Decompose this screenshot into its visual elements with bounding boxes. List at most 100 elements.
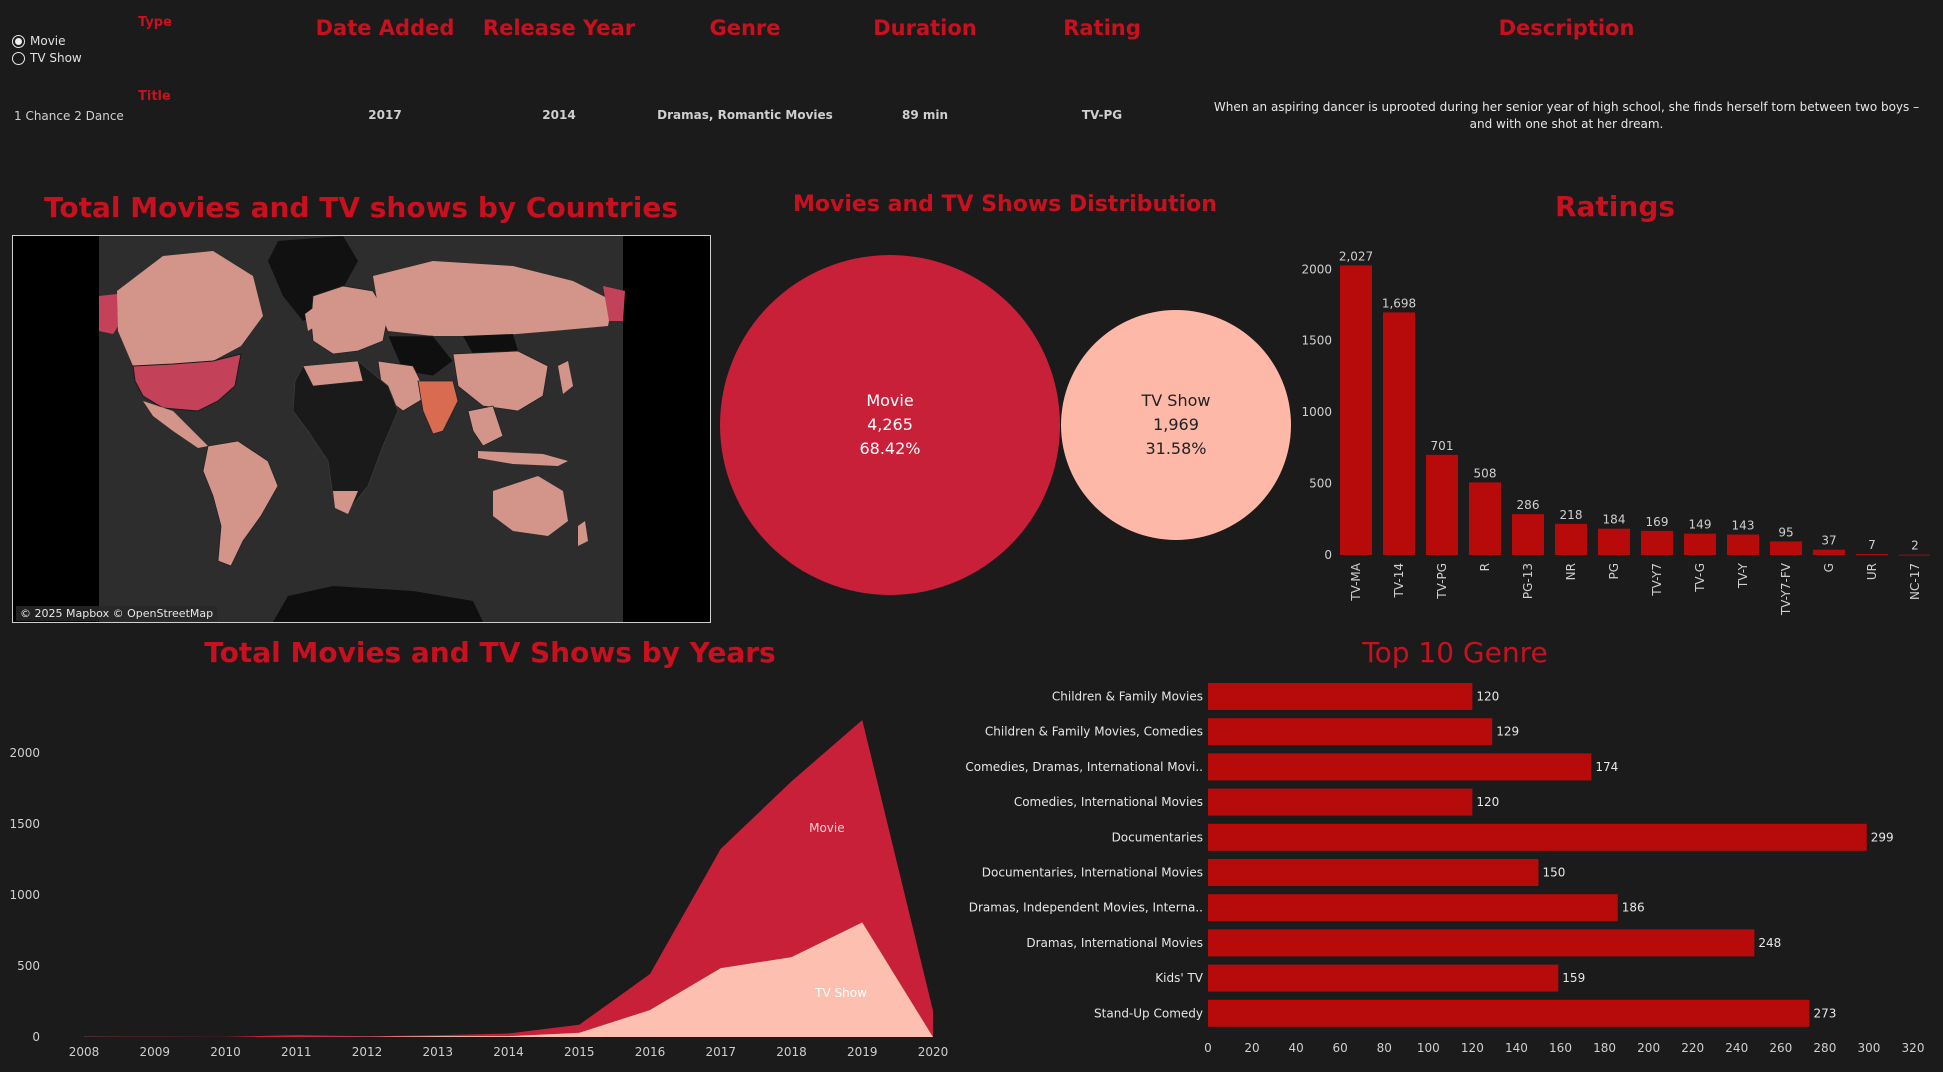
- ratings-chart[interactable]: 0 500 1000 1500 2000 2,027 TV-MA 1,698 TV-14 701 T…: [1290, 240, 1930, 620]
- top-genre-chart[interactable]: Children & Family Movies 120 Children & Fa…: [960, 680, 1943, 1072]
- genre-category-label: Stand-Up Comedy: [1094, 1006, 1203, 1020]
- genre-bar[interactable]: [1208, 753, 1592, 781]
- ratings-bar[interactable]: [1426, 454, 1458, 555]
- ratings-bar[interactable]: [1555, 523, 1587, 555]
- years-y-tick: 2000: [9, 746, 40, 760]
- genre-x-tick: 60: [1333, 1041, 1348, 1055]
- ratings-bar[interactable]: [1899, 554, 1930, 556]
- ratings-bar[interactable]: [1813, 549, 1845, 555]
- map-attribution[interactable]: © 2025 Mapbox © OpenStreetMap: [16, 606, 218, 621]
- europe-shape: [310, 285, 389, 355]
- genre-x-tick: 240: [1725, 1041, 1748, 1055]
- genre-value-label: 273: [1813, 1006, 1836, 1020]
- genre-category-label: Kids' TV: [1155, 971, 1204, 985]
- ratings-bar[interactable]: [1684, 533, 1716, 555]
- ratings-data-label: 37: [1821, 534, 1836, 548]
- genre-x-tick: 20: [1244, 1041, 1259, 1055]
- years-y-tick: 1000: [9, 888, 40, 902]
- genre-bar[interactable]: [1208, 894, 1618, 922]
- ratings-bar[interactable]: [1856, 554, 1888, 555]
- genre-x-tick: 0: [1204, 1041, 1212, 1055]
- antarctica-shape: [273, 586, 483, 622]
- years-x-tick: 2018: [776, 1045, 807, 1059]
- genre-x-tick: 200: [1637, 1041, 1660, 1055]
- bubble-tv-show[interactable]: TV Show 1,969 31.58%: [1061, 310, 1291, 540]
- ratings-x-tick: TV-Y7: [1650, 563, 1664, 597]
- ratings-bar[interactable]: [1512, 514, 1544, 555]
- ratings-x-tick: TV-Y7-FV: [1779, 562, 1793, 616]
- ratings-bar[interactable]: [1770, 541, 1802, 555]
- release-year-value: 2014: [542, 108, 576, 122]
- genre-x-tick: 80: [1377, 1041, 1392, 1055]
- ratings-y-tick: 0: [1324, 548, 1332, 562]
- genre-bar[interactable]: [1208, 823, 1867, 851]
- ratings-bar[interactable]: [1469, 482, 1501, 555]
- genre-bar[interactable]: [1208, 859, 1539, 886]
- ratings-x-tick: TV-14: [1392, 563, 1406, 598]
- genre-category-label: Dramas, Independent Movies, Interna..: [969, 901, 1203, 915]
- australia-shape: [493, 476, 568, 536]
- map-title: Total Movies and TV shows by Countries: [44, 191, 678, 224]
- tvshow-area-label: TV Show: [814, 986, 867, 1000]
- ratings-bar[interactable]: [1340, 265, 1372, 555]
- ratings-x-tick: TV-Y: [1736, 562, 1750, 589]
- ratings-data-label: 508: [1474, 466, 1497, 480]
- ratings-x-tick: PG-13: [1521, 563, 1535, 599]
- ratings-data-label: 143: [1732, 519, 1755, 533]
- genre-x-tick: 40: [1288, 1041, 1303, 1055]
- genre-value-label: 120: [1476, 690, 1499, 704]
- ratings-bar[interactable]: [1383, 312, 1415, 555]
- russia-shape: [373, 261, 613, 336]
- mongolia-shape: [463, 334, 518, 354]
- genre-category-label: Children & Family Movies, Comedies: [985, 725, 1203, 739]
- map-svg: [99, 236, 625, 622]
- radio-selected-icon: [12, 34, 25, 48]
- indonesia-shape: [478, 451, 568, 466]
- years-y-tick: 0: [32, 1030, 40, 1044]
- world-map[interactable]: © 2025 Mapbox © OpenStreetMap: [12, 235, 711, 623]
- title-value[interactable]: 1 Chance 2 Dance: [14, 109, 124, 123]
- ratings-data-label: 218: [1560, 508, 1583, 522]
- years-x-tick: 2008: [69, 1045, 100, 1059]
- ratings-bar[interactable]: [1641, 530, 1673, 555]
- radio-tv-show[interactable]: TV Show: [12, 51, 82, 65]
- header-rating: Rating: [1063, 16, 1141, 40]
- bubble-movie-label: Movie: [866, 391, 914, 410]
- tvshow-area[interactable]: [84, 922, 933, 1037]
- genre-value-label: 299: [1871, 830, 1894, 844]
- type-filter[interactable]: Movie TV Show: [12, 34, 82, 65]
- years-y-tick: 500: [17, 959, 40, 973]
- genre-bar[interactable]: [1208, 788, 1473, 816]
- genre-x-tick: 260: [1769, 1041, 1792, 1055]
- ratings-x-tick: G: [1822, 563, 1836, 572]
- radio-empty-icon: [12, 51, 25, 65]
- genre-x-tick: 180: [1593, 1041, 1616, 1055]
- years-x-tick: 2017: [705, 1045, 736, 1059]
- se-asia-shape: [467, 405, 504, 447]
- ratings-x-tick: TV-PG: [1435, 563, 1449, 600]
- genre-bar[interactable]: [1208, 929, 1755, 957]
- movie-area[interactable]: [84, 720, 933, 1037]
- years-x-tick: 2015: [564, 1045, 595, 1059]
- ratings-data-label: 7: [1868, 538, 1876, 552]
- radio-movie[interactable]: Movie: [12, 34, 82, 48]
- chukotka-shape: [603, 286, 625, 321]
- duration-value: 89 min: [901, 108, 949, 122]
- ratings-data-label: 2: [1911, 539, 1919, 553]
- china-shape: [452, 350, 549, 412]
- header-description: Description: [1498, 16, 1635, 40]
- ratings-x-tick: R: [1478, 563, 1492, 571]
- bubble-movie[interactable]: Movie 4,265 68.42%: [720, 255, 1060, 595]
- canada-shape: [117, 251, 263, 366]
- genre-bar[interactable]: [1208, 964, 1559, 992]
- years-y-tick: 1500: [9, 817, 40, 831]
- ratings-bar[interactable]: [1727, 534, 1759, 555]
- genre-category-label: Comedies, International Movies: [1014, 795, 1203, 809]
- japan-shape: [558, 361, 573, 394]
- bubble-tv-count: 1,969: [1153, 415, 1199, 434]
- genre-bar[interactable]: [1208, 683, 1473, 710]
- years-area-chart[interactable]: 0 500 1000 1500 2000 2008 2009 2010 2011 2012 2013…: [0, 680, 960, 1072]
- ratings-bar[interactable]: [1598, 528, 1630, 555]
- genre-bar[interactable]: [1208, 718, 1493, 746]
- genre-bar[interactable]: [1208, 999, 1810, 1027]
